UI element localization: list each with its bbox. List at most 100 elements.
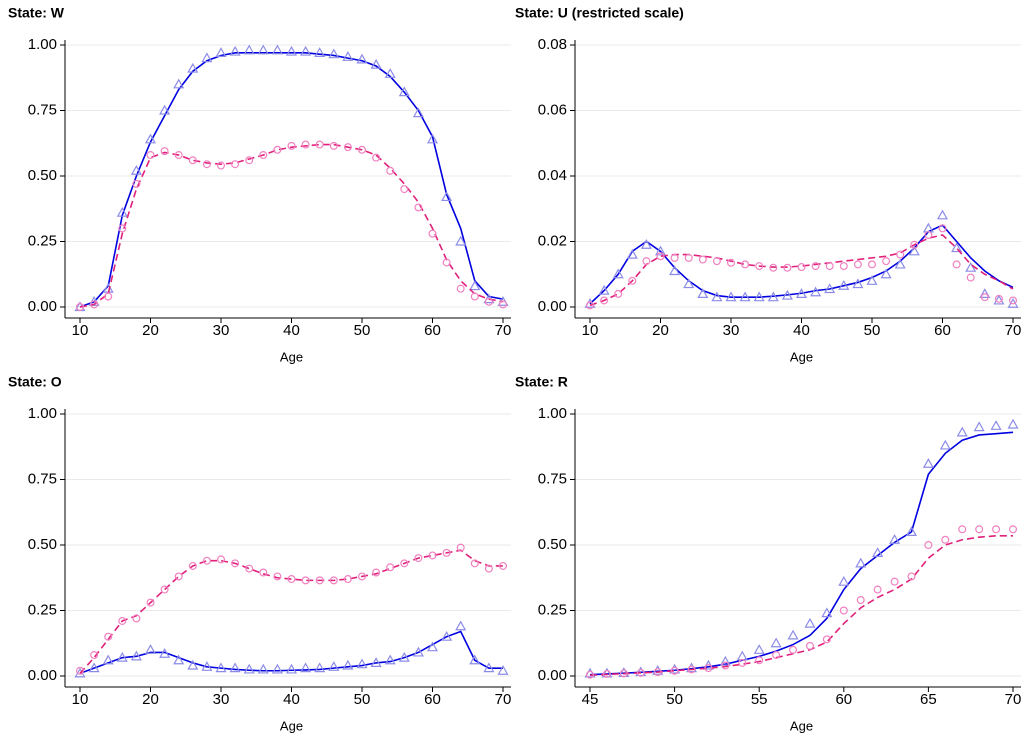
triangle-marker bbox=[469, 654, 481, 665]
y-tick-label: 0.75 bbox=[538, 470, 567, 487]
circle-marker bbox=[329, 576, 338, 585]
x-tick-label: 10 bbox=[72, 322, 89, 339]
triangle-marker bbox=[342, 659, 354, 670]
y-tick-label: 0.08 bbox=[538, 36, 567, 53]
circle-marker bbox=[160, 585, 169, 594]
circle-marker bbox=[414, 554, 423, 563]
triangle-marker bbox=[229, 45, 241, 56]
triangle-marker bbox=[598, 284, 610, 295]
triangle-marker bbox=[993, 294, 1005, 305]
circle-marker bbox=[75, 303, 84, 312]
triangle-marker bbox=[271, 44, 283, 55]
triangle-marker bbox=[159, 104, 171, 115]
circle-marker bbox=[910, 240, 919, 249]
circle-marker bbox=[287, 575, 296, 584]
circle-marker bbox=[1008, 296, 1017, 305]
panel-title: State: W bbox=[8, 5, 65, 21]
panel: State: W 0.00 0.25 0.50 0.75 1.00 10 20 30 40 50 60… bbox=[8, 5, 511, 365]
y-tick-label: 0.25 bbox=[28, 601, 57, 618]
circle-marker bbox=[146, 151, 155, 160]
circle-marker bbox=[273, 572, 282, 581]
triangle-marker bbox=[370, 58, 382, 69]
triangle-marker bbox=[483, 662, 495, 673]
x-tick-label: 10 bbox=[72, 691, 89, 708]
triangle-marker bbox=[130, 650, 142, 661]
circle-marker bbox=[343, 143, 352, 152]
triangle-marker bbox=[908, 245, 920, 256]
circle-marker bbox=[442, 548, 451, 557]
panel-title: State: O bbox=[8, 374, 62, 390]
triangle-marker bbox=[285, 45, 298, 56]
x-tick-label: 60 bbox=[835, 691, 852, 708]
circle-marker bbox=[822, 635, 831, 644]
circle-marker bbox=[202, 556, 211, 565]
circle-marker bbox=[755, 656, 764, 665]
triangle-marker bbox=[939, 439, 951, 450]
x-tick-label: 20 bbox=[142, 691, 159, 708]
triangle-marker bbox=[736, 650, 748, 661]
series-line bbox=[79, 630, 503, 675]
triangle-marker bbox=[685, 662, 698, 673]
triangle-marker bbox=[669, 265, 681, 276]
x-tick-label: 50 bbox=[666, 691, 683, 708]
triangle-marker bbox=[384, 68, 396, 78]
circle-marker bbox=[712, 257, 721, 266]
triangle-marker bbox=[116, 206, 128, 217]
triangle-marker bbox=[894, 258, 906, 269]
circle-marker bbox=[890, 577, 899, 586]
circle-marker bbox=[217, 161, 226, 170]
circle-marker bbox=[924, 230, 933, 239]
triangle-marker bbox=[426, 641, 439, 652]
circle-marker bbox=[259, 568, 268, 577]
circle-marker bbox=[400, 559, 409, 568]
triangle-marker bbox=[328, 661, 340, 671]
circle-marker bbox=[414, 203, 423, 212]
triangle-marker bbox=[990, 420, 1002, 430]
y-tick-label: 0.25 bbox=[28, 232, 57, 249]
circle-marker bbox=[628, 276, 637, 285]
triangle-marker bbox=[612, 268, 624, 279]
circle-marker bbox=[992, 525, 1001, 534]
x-axis-label: Age bbox=[280, 349, 303, 364]
x-tick-label: 60 bbox=[424, 691, 441, 708]
series-line bbox=[589, 234, 1014, 307]
y-tick-label: 0.00 bbox=[538, 298, 567, 315]
triangle-marker bbox=[781, 289, 793, 300]
triangle-marker bbox=[102, 654, 114, 665]
triangle-marker bbox=[215, 662, 227, 673]
circle-marker bbox=[104, 632, 113, 641]
circle-marker bbox=[684, 253, 693, 262]
circle-marker bbox=[202, 160, 211, 169]
x-tick-label: 30 bbox=[213, 691, 230, 708]
y-tick-label: 0.00 bbox=[28, 667, 57, 684]
circle-marker bbox=[231, 559, 240, 568]
circle-marker bbox=[301, 576, 310, 585]
triangle-marker bbox=[855, 557, 867, 568]
triangle-marker bbox=[584, 667, 596, 678]
circle-marker bbox=[924, 540, 933, 549]
circle-marker bbox=[769, 263, 778, 272]
triangle-marker bbox=[215, 47, 227, 57]
triangle-marker bbox=[130, 165, 142, 175]
triangle-marker bbox=[455, 620, 467, 631]
triangle-marker bbox=[753, 644, 765, 654]
series-line bbox=[79, 52, 504, 308]
circle-marker bbox=[783, 263, 792, 272]
y-tick-label: 0.50 bbox=[538, 536, 567, 553]
triangle-marker bbox=[271, 663, 283, 674]
triangle-marker bbox=[398, 86, 410, 97]
circle-marker bbox=[372, 568, 381, 577]
circle-marker bbox=[656, 252, 665, 261]
circle-marker bbox=[867, 260, 876, 269]
triangle-marker bbox=[426, 133, 439, 144]
triangle-marker bbox=[979, 288, 991, 298]
circle-marker bbox=[670, 253, 679, 262]
circle-marker bbox=[600, 296, 609, 305]
circle-marker bbox=[811, 262, 820, 271]
circle-marker bbox=[456, 284, 465, 293]
circle-marker bbox=[636, 668, 645, 677]
circle-marker bbox=[301, 140, 310, 149]
triangle-marker bbox=[697, 288, 709, 298]
triangle-marker bbox=[719, 655, 731, 666]
